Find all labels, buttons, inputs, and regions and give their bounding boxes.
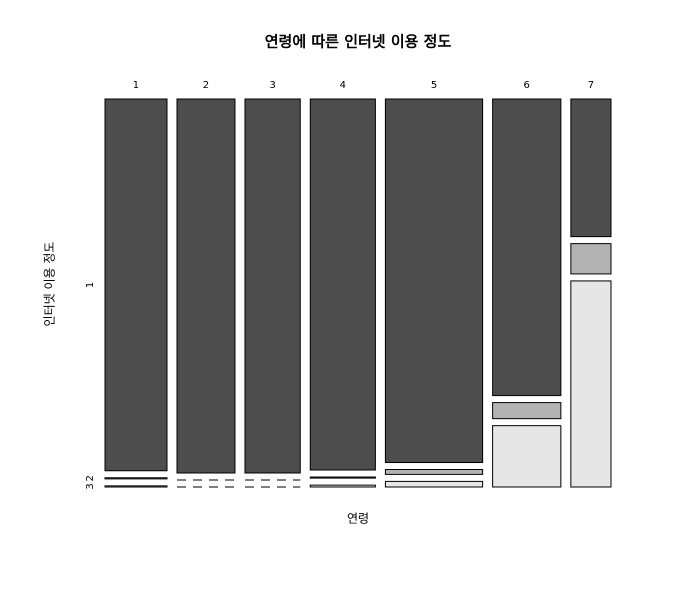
mosaic-cell: [384, 98, 484, 464]
mosaic-cell: [570, 243, 612, 275]
x-axis-label: 연령: [347, 512, 369, 526]
x-tick-label: 6: [524, 80, 530, 91]
mosaic-cell: [384, 480, 484, 488]
mosaic-cell: [492, 98, 562, 397]
y-tick-label: 2: [85, 475, 96, 481]
x-tick-label: 5: [431, 80, 437, 91]
y-tick-label: 1: [85, 282, 96, 288]
y-tick-label: 3: [85, 483, 96, 489]
mosaic-cell: [104, 477, 168, 480]
mosaic-cell: [570, 98, 612, 238]
mosaic-cell: [309, 484, 376, 488]
mosaic-cell: [492, 425, 562, 488]
mosaic-cell: [309, 476, 376, 479]
x-tick-label: 3: [269, 80, 275, 91]
mosaic-cell: [104, 485, 168, 488]
mosaic-cell: [570, 280, 612, 488]
mosaic-cell: [492, 402, 562, 420]
x-tick-label: 7: [588, 80, 594, 91]
mosaic-cell: [176, 98, 236, 474]
mosaic-cell: [309, 98, 376, 471]
mosaic-cell: [384, 469, 484, 475]
x-tick-label: 2: [203, 80, 209, 91]
y-axis-label: 인터넷 이용 정도: [43, 242, 57, 327]
chart-title: 연령에 따른 인터넷 이용 정도: [265, 33, 452, 51]
mosaic-cell: [244, 98, 301, 474]
x-tick-label: 1: [133, 80, 139, 91]
mosaic-cell: [104, 98, 168, 472]
x-tick-label: 4: [340, 80, 346, 91]
